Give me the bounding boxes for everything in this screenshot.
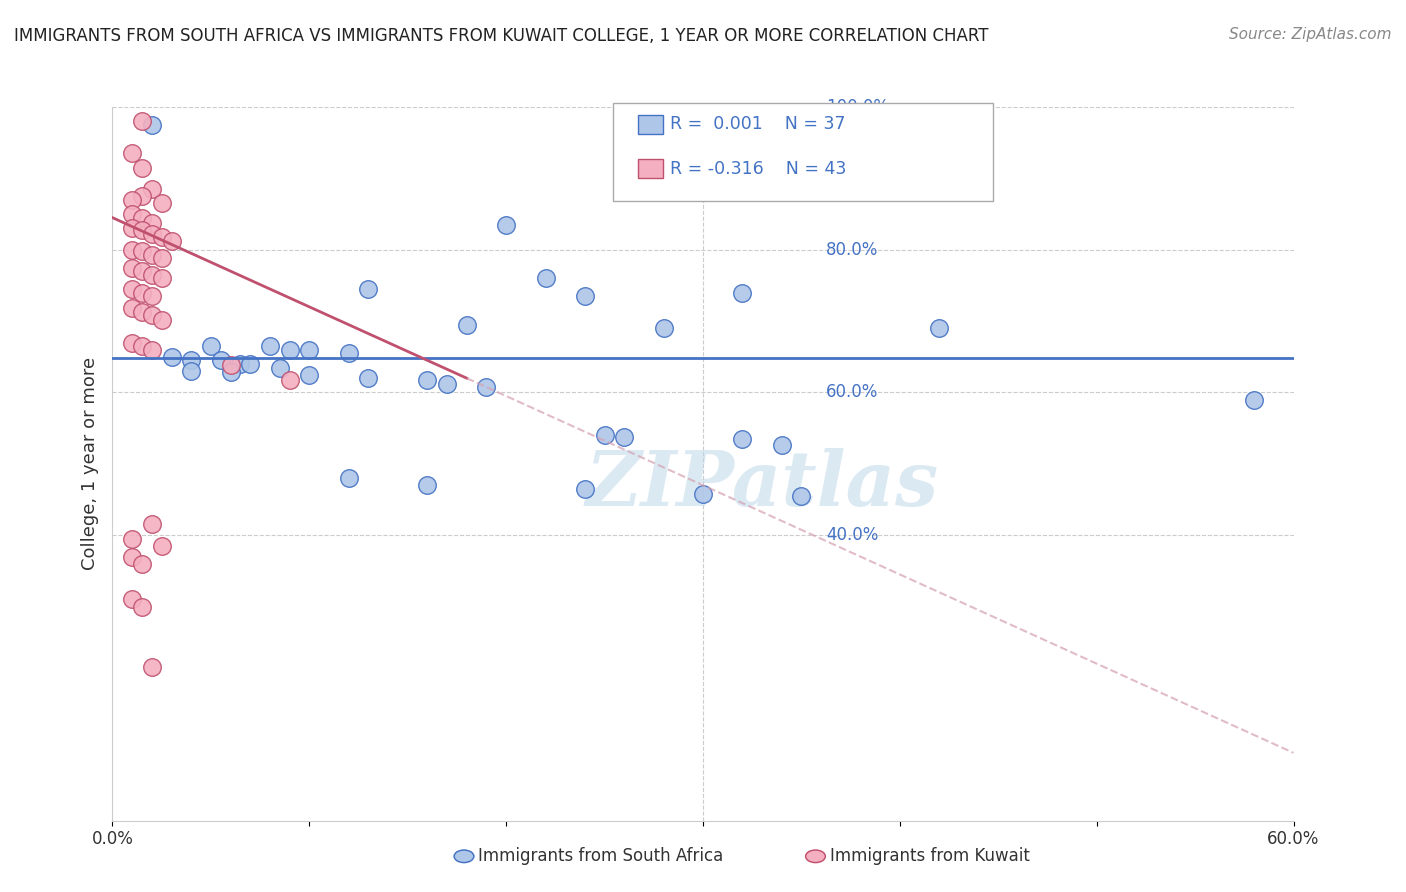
Point — [131, 264, 153, 278]
Point — [141, 517, 163, 532]
Point — [121, 549, 143, 564]
Point — [131, 114, 153, 128]
Text: 60.0%: 60.0% — [825, 384, 879, 401]
Text: R =  0.001    N = 37: R = 0.001 N = 37 — [671, 115, 846, 133]
Point — [121, 532, 143, 546]
Point — [131, 339, 153, 353]
Point — [131, 557, 153, 571]
Point — [209, 353, 232, 368]
Point — [180, 353, 202, 368]
Text: IMMIGRANTS FROM SOUTH AFRICA VS IMMIGRANTS FROM KUWAIT COLLEGE, 1 YEAR OR MORE C: IMMIGRANTS FROM SOUTH AFRICA VS IMMIGRAN… — [14, 27, 988, 45]
Point — [131, 211, 153, 225]
Point — [298, 368, 321, 382]
Point — [141, 227, 163, 241]
Point — [593, 428, 616, 442]
Point — [121, 243, 143, 257]
Point — [239, 357, 262, 371]
Point — [141, 216, 163, 230]
Point — [121, 335, 143, 350]
Point — [731, 432, 754, 446]
Point — [770, 437, 793, 451]
Point — [1243, 392, 1265, 407]
Point — [692, 487, 714, 501]
Text: Source: ZipAtlas.com: Source: ZipAtlas.com — [1229, 27, 1392, 42]
Point — [160, 350, 183, 364]
Point — [357, 371, 380, 385]
Point — [121, 193, 143, 207]
Point — [131, 305, 153, 319]
Point — [534, 271, 557, 285]
Point — [298, 343, 321, 357]
Point — [121, 592, 143, 607]
Point — [200, 339, 222, 353]
Point — [790, 489, 813, 503]
Point — [278, 373, 301, 387]
Y-axis label: College, 1 year or more: College, 1 year or more — [80, 358, 98, 570]
Point — [574, 482, 596, 496]
Text: ZIPatlas: ZIPatlas — [585, 449, 939, 522]
Point — [141, 289, 163, 303]
Point — [121, 146, 143, 161]
Text: Immigrants from Kuwait: Immigrants from Kuwait — [830, 847, 1029, 865]
Point — [574, 289, 596, 303]
Point — [131, 244, 153, 259]
Point — [131, 161, 153, 175]
Point — [141, 268, 163, 282]
Point — [150, 252, 173, 266]
Point — [416, 478, 439, 492]
Point — [150, 271, 173, 285]
Point — [731, 285, 754, 300]
Point — [337, 471, 360, 485]
Point — [131, 599, 153, 614]
Point — [475, 380, 498, 394]
Point — [141, 248, 163, 262]
Point — [219, 366, 242, 380]
Point — [652, 321, 675, 335]
Point — [121, 301, 143, 316]
Point — [495, 218, 517, 232]
Point — [121, 207, 143, 221]
Point — [141, 660, 163, 674]
Point — [121, 221, 143, 235]
Point — [150, 196, 173, 211]
Point — [337, 346, 360, 360]
Point — [259, 339, 281, 353]
Point — [141, 343, 163, 357]
Point — [269, 360, 291, 375]
Point — [121, 282, 143, 296]
Point — [456, 318, 478, 332]
Point — [180, 364, 202, 378]
Point — [121, 260, 143, 275]
Text: 100.0%: 100.0% — [825, 98, 889, 116]
Point — [416, 373, 439, 387]
Point — [229, 357, 252, 371]
Point — [150, 312, 173, 326]
Point — [141, 118, 163, 132]
Point — [150, 539, 173, 553]
Point — [131, 189, 153, 203]
Point — [613, 430, 636, 444]
Point — [160, 234, 183, 248]
Text: 40.0%: 40.0% — [825, 526, 879, 544]
Point — [436, 376, 458, 391]
Point — [278, 343, 301, 357]
Point — [219, 359, 242, 373]
Point — [131, 223, 153, 237]
Point — [141, 309, 163, 323]
Text: Immigrants from South Africa: Immigrants from South Africa — [478, 847, 723, 865]
Point — [928, 321, 950, 335]
Point — [131, 285, 153, 300]
Text: 80.0%: 80.0% — [825, 241, 879, 259]
Text: R = -0.316    N = 43: R = -0.316 N = 43 — [671, 160, 846, 178]
Point — [150, 230, 173, 244]
Point — [141, 182, 163, 196]
Point — [357, 282, 380, 296]
